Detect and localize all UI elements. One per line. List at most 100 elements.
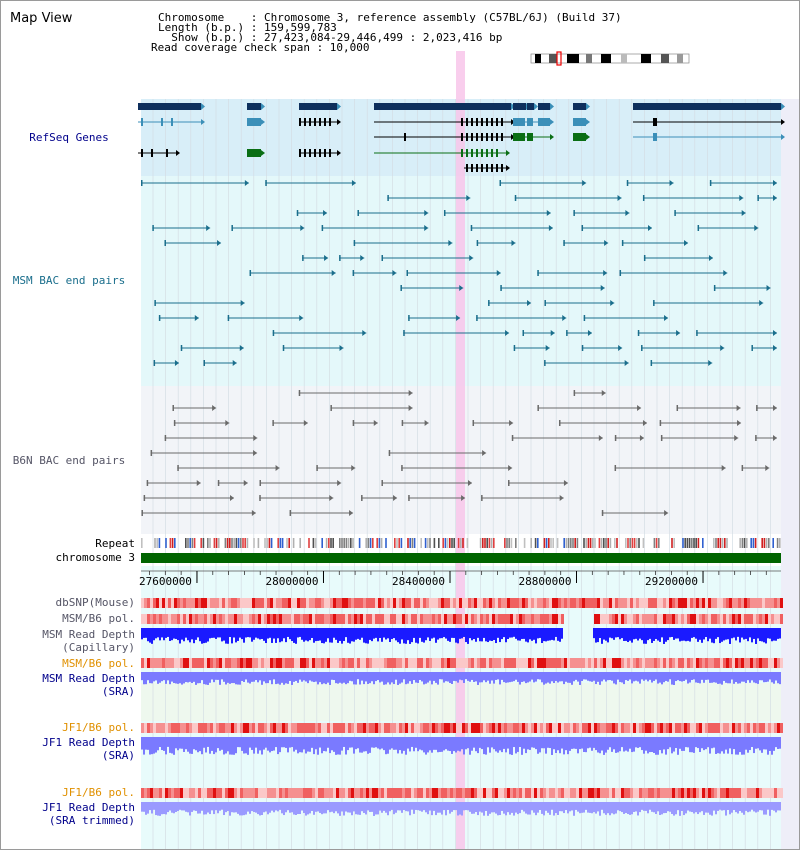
heat-cell — [309, 614, 312, 624]
depth-bar — [193, 737, 195, 750]
depth-bar — [527, 628, 529, 643]
depth-bar — [439, 672, 441, 680]
depth-bar — [703, 737, 705, 751]
depth-bar — [337, 672, 339, 684]
depth-bar — [501, 737, 503, 753]
track-label-refseq[interactable]: RefSeq Genes — [29, 131, 109, 144]
heat-cell — [759, 658, 762, 668]
depth-bar — [661, 737, 663, 754]
depth-bar — [517, 672, 519, 682]
depth-bar — [403, 737, 405, 751]
heat-cell — [747, 658, 750, 668]
heat-cell — [429, 788, 432, 798]
depth-bar — [697, 628, 699, 642]
depth-bar — [727, 802, 729, 810]
track-label-jf1-depth[interactable]: JF1 Read Depth — [42, 736, 135, 749]
heat-cell — [465, 614, 468, 624]
track-label-dbsnp[interactable]: dbSNP(Mouse) — [55, 596, 135, 609]
depth-bar — [273, 737, 275, 751]
heat-cell — [519, 614, 522, 624]
heat-cell — [237, 723, 240, 733]
depth-bar — [467, 672, 469, 681]
heat-cell — [759, 614, 762, 624]
depth-bar — [143, 802, 145, 812]
depth-bar — [537, 628, 539, 639]
heat-cell — [555, 658, 558, 668]
depth-bar — [415, 737, 417, 748]
depth-bar — [625, 672, 627, 681]
depth-bar — [293, 802, 295, 815]
bac-end-tick — [500, 285, 502, 291]
heat-cell — [741, 598, 744, 608]
heat-cell — [426, 788, 429, 798]
bac-end-tick — [676, 405, 679, 411]
depth-bar — [649, 628, 651, 639]
depth-bar — [223, 628, 225, 641]
heat-cell — [306, 658, 309, 668]
depth-bar — [215, 737, 217, 753]
heat-cell — [288, 614, 291, 624]
heat-cell — [510, 658, 513, 668]
track-label-msm-b6-pol[interactable]: MSM/B6 pol. — [62, 612, 135, 625]
heat-cell — [597, 598, 600, 608]
exon — [501, 118, 503, 126]
track-label-msm-depth-cap[interactable]: MSM Read Depth — [42, 628, 135, 641]
track-label-b6n-bac[interactable]: B6N BAC end pairs — [12, 454, 126, 467]
depth-bar — [143, 672, 145, 685]
heat-cell — [234, 723, 237, 733]
heat-cell — [681, 614, 684, 624]
heat-cell — [762, 723, 765, 733]
depth-bar — [265, 802, 267, 812]
heat-cell — [627, 788, 630, 798]
heat-cell — [369, 598, 372, 608]
repeat-element — [451, 538, 453, 548]
depth-bar — [151, 672, 153, 684]
repeat-element — [215, 538, 218, 548]
track-label-msm-bac[interactable]: MSM BAC end pairs — [12, 274, 126, 287]
track-label-jf1-depth-trim[interactable]: JF1 Read Depth — [42, 801, 135, 814]
heat-cell — [183, 614, 186, 624]
track-label-jf1-b6-pol-trim[interactable]: JF1/B6 pol. — [62, 786, 135, 799]
heat-cell — [558, 598, 561, 608]
heat-cell — [240, 614, 243, 624]
depth-bar — [145, 802, 147, 815]
depth-bar — [179, 737, 181, 749]
depth-bar — [671, 628, 673, 637]
track-label-jf1-b6-pol[interactable]: JF1/B6 pol. — [62, 721, 135, 734]
ideogram-band — [677, 54, 683, 63]
depth-bar — [565, 737, 567, 751]
depth-bar — [437, 737, 439, 753]
bac-end-arrow — [362, 330, 367, 336]
bac-end-tick — [601, 510, 604, 516]
heat-cell — [579, 788, 582, 798]
heat-cell — [690, 598, 693, 608]
heat-cell — [552, 723, 555, 733]
heat-cell — [759, 788, 762, 798]
heat-cell — [435, 614, 438, 624]
track-label-repeat[interactable]: Repeat — [95, 537, 135, 550]
heat-cell — [300, 658, 303, 668]
depth-bar — [657, 737, 659, 755]
depth-bar — [245, 628, 247, 638]
heat-cell — [582, 723, 585, 733]
depth-bar — [415, 628, 417, 643]
depth-bar — [367, 737, 369, 754]
repeat-element — [308, 538, 310, 548]
track-label-msm-b6-pol-sra[interactable]: MSM/B6 pol. — [62, 657, 135, 670]
heat-cell — [300, 723, 303, 733]
heat-cell — [261, 598, 264, 608]
depth-bar — [671, 672, 673, 685]
bac-end-tick — [537, 270, 539, 276]
depth-bar — [165, 628, 167, 638]
exon — [486, 118, 488, 126]
depth-bar — [555, 802, 557, 814]
heat-cell — [513, 658, 516, 668]
heat-cell — [444, 614, 447, 624]
track-label-msm-depth-sra[interactable]: MSM Read Depth — [42, 672, 135, 685]
depth-bar — [507, 672, 509, 683]
heat-cell — [738, 723, 741, 733]
depth-bar — [619, 802, 621, 812]
depth-bar — [615, 672, 617, 685]
